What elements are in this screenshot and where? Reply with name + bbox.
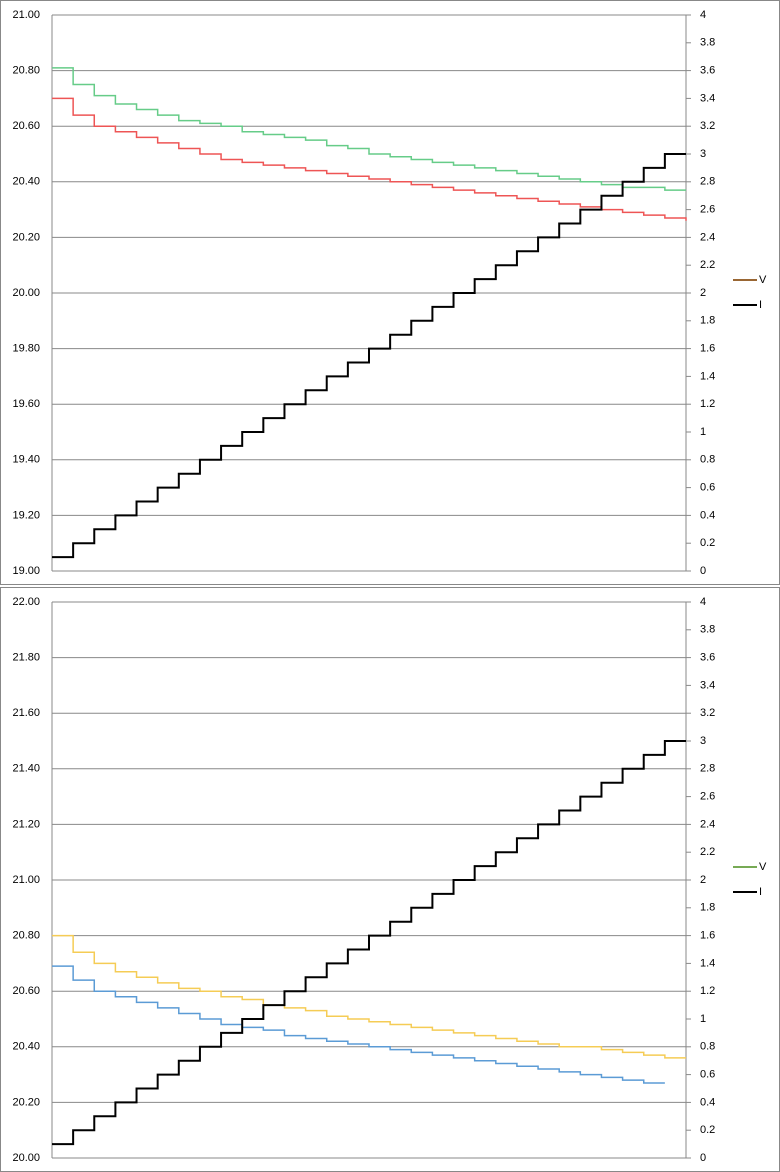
y-tick-label: 20.60 bbox=[12, 985, 40, 997]
y2-tick-label: 1 bbox=[700, 1013, 706, 1025]
legend-label: I bbox=[759, 299, 762, 311]
y2-tick-label: 2.4 bbox=[700, 818, 715, 830]
y-tick-label: 20.00 bbox=[12, 1152, 40, 1164]
y2-tick-label: 2.8 bbox=[700, 176, 715, 188]
y2-tick-label: 1.6 bbox=[700, 930, 715, 942]
y2-tick-label: 3.4 bbox=[700, 679, 715, 691]
y2-tick-label: 1.6 bbox=[700, 343, 715, 355]
y-tick-label: 21.20 bbox=[12, 818, 40, 830]
y2-tick-label: 3.6 bbox=[700, 652, 715, 664]
y2-tick-label: 2.6 bbox=[700, 791, 715, 803]
y2-tick-label: 0.8 bbox=[700, 1041, 715, 1053]
legend-label: V bbox=[759, 274, 767, 286]
y2-tick-label: 3.8 bbox=[700, 37, 715, 49]
y2-tick-label: 1.4 bbox=[700, 370, 715, 382]
y-tick-label: 21.00 bbox=[12, 874, 40, 886]
y2-tick-label: 2.4 bbox=[700, 231, 715, 243]
y-tick-label: 20.20 bbox=[12, 231, 40, 243]
legend-label: V bbox=[759, 861, 767, 873]
legend-label: I bbox=[759, 886, 762, 898]
y2-tick-label: 0 bbox=[700, 565, 706, 577]
series-line bbox=[52, 934, 686, 1059]
y2-tick-label: 1.4 bbox=[700, 957, 715, 969]
y-tick-label: 20.20 bbox=[12, 1096, 40, 1108]
y2-tick-label: 3 bbox=[700, 735, 706, 747]
y2-tick-label: 0.2 bbox=[700, 1124, 715, 1136]
y2-tick-label: 2 bbox=[700, 287, 706, 299]
y2-tick-label: 2.2 bbox=[700, 846, 715, 858]
series-line bbox=[52, 67, 686, 191]
y-tick-label: 21.00 bbox=[12, 9, 40, 21]
y2-tick-label: 0.6 bbox=[700, 1069, 715, 1081]
y-tick-label: 19.00 bbox=[12, 565, 40, 577]
y2-tick-label: 1.8 bbox=[700, 315, 715, 327]
y2-tick-label: 4 bbox=[700, 596, 706, 608]
y2-tick-label: 0.4 bbox=[700, 509, 715, 521]
y2-tick-label: 2.6 bbox=[700, 204, 715, 216]
y2-tick-label: 2.2 bbox=[700, 259, 715, 271]
y2-tick-label: 3.6 bbox=[700, 65, 715, 77]
y2-tick-label: 0.8 bbox=[700, 454, 715, 466]
y-tick-label: 20.00 bbox=[12, 287, 40, 299]
y2-tick-label: 3.2 bbox=[700, 120, 715, 132]
y-tick-label: 19.60 bbox=[12, 398, 40, 410]
series-line bbox=[52, 97, 687, 221]
y2-tick-label: 1.2 bbox=[700, 985, 715, 997]
y-tick-label: 19.40 bbox=[12, 454, 40, 466]
series-line bbox=[52, 965, 665, 1084]
y-tick-label: 21.40 bbox=[12, 763, 40, 775]
y-tick-label: 20.60 bbox=[12, 120, 40, 132]
y-tick-label: 19.20 bbox=[12, 509, 40, 521]
y-tick-label: 20.80 bbox=[12, 65, 40, 77]
y-tick-label: 22.00 bbox=[12, 596, 40, 608]
y2-tick-label: 3.2 bbox=[700, 707, 715, 719]
y-tick-label: 20.80 bbox=[12, 930, 40, 942]
y-tick-label: 20.40 bbox=[12, 176, 40, 188]
series-line bbox=[52, 740, 686, 1146]
y2-tick-label: 3.8 bbox=[700, 624, 715, 636]
y2-tick-label: 1.2 bbox=[700, 398, 715, 410]
y2-tick-label: 4 bbox=[700, 9, 706, 21]
y2-tick-label: 2.8 bbox=[700, 763, 715, 775]
y2-tick-label: 0.2 bbox=[700, 537, 715, 549]
series-line bbox=[52, 153, 686, 559]
y2-tick-label: 3 bbox=[700, 148, 706, 160]
y2-tick-label: 0.6 bbox=[700, 482, 715, 494]
y2-tick-label: 0.4 bbox=[700, 1096, 715, 1108]
y2-tick-label: 3.4 bbox=[700, 92, 715, 104]
y-tick-label: 21.80 bbox=[12, 652, 40, 664]
y-tick-label: 20.40 bbox=[12, 1041, 40, 1053]
y2-tick-label: 1 bbox=[700, 426, 706, 438]
y2-tick-label: 2 bbox=[700, 874, 706, 886]
y2-tick-label: 1.8 bbox=[700, 902, 715, 914]
y-tick-label: 21.60 bbox=[12, 707, 40, 719]
y2-tick-label: 0 bbox=[700, 1152, 706, 1164]
y-tick-label: 19.80 bbox=[12, 343, 40, 355]
